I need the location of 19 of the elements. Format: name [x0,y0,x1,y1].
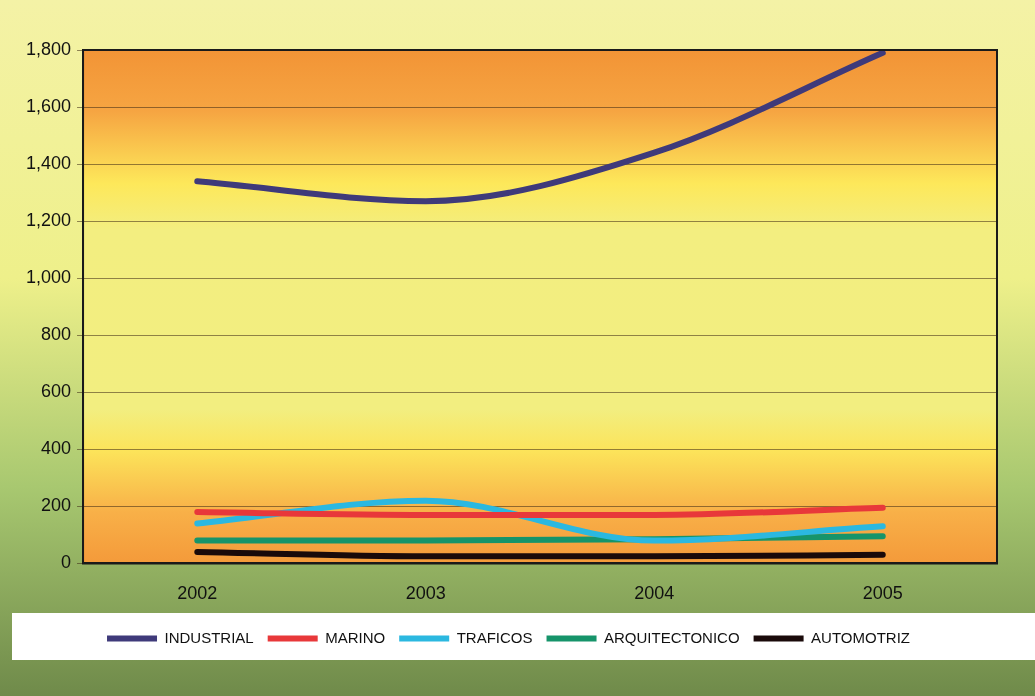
legend-label: AUTOMOTRIZ [811,628,910,646]
y-tick-label: 400 [41,438,72,459]
legend-label: TRAFICOS [456,628,533,646]
x-tick-label: 2004 [634,583,675,604]
x-tick-label: 2005 [862,583,903,604]
legend-label: ARQUITECTONICO [604,628,740,646]
x-tick-label: 2002 [177,583,218,604]
y-tick-label: 800 [41,324,72,345]
y-tick-label: 200 [41,495,72,516]
y-tick-label: 1,800 [26,38,72,59]
y-tick-label: 1,400 [26,153,72,174]
y-tick-label: 1,000 [26,267,72,288]
x-tick-label: 2003 [405,583,446,604]
legend-label: MARINO [325,628,386,646]
y-tick-label: 1,600 [26,96,72,117]
y-tick-label: 0 [61,552,72,573]
legend-label: INDUSTRIAL [164,628,254,646]
y-tick-label: 1,200 [26,210,72,231]
y-tick-label: 600 [41,381,72,402]
